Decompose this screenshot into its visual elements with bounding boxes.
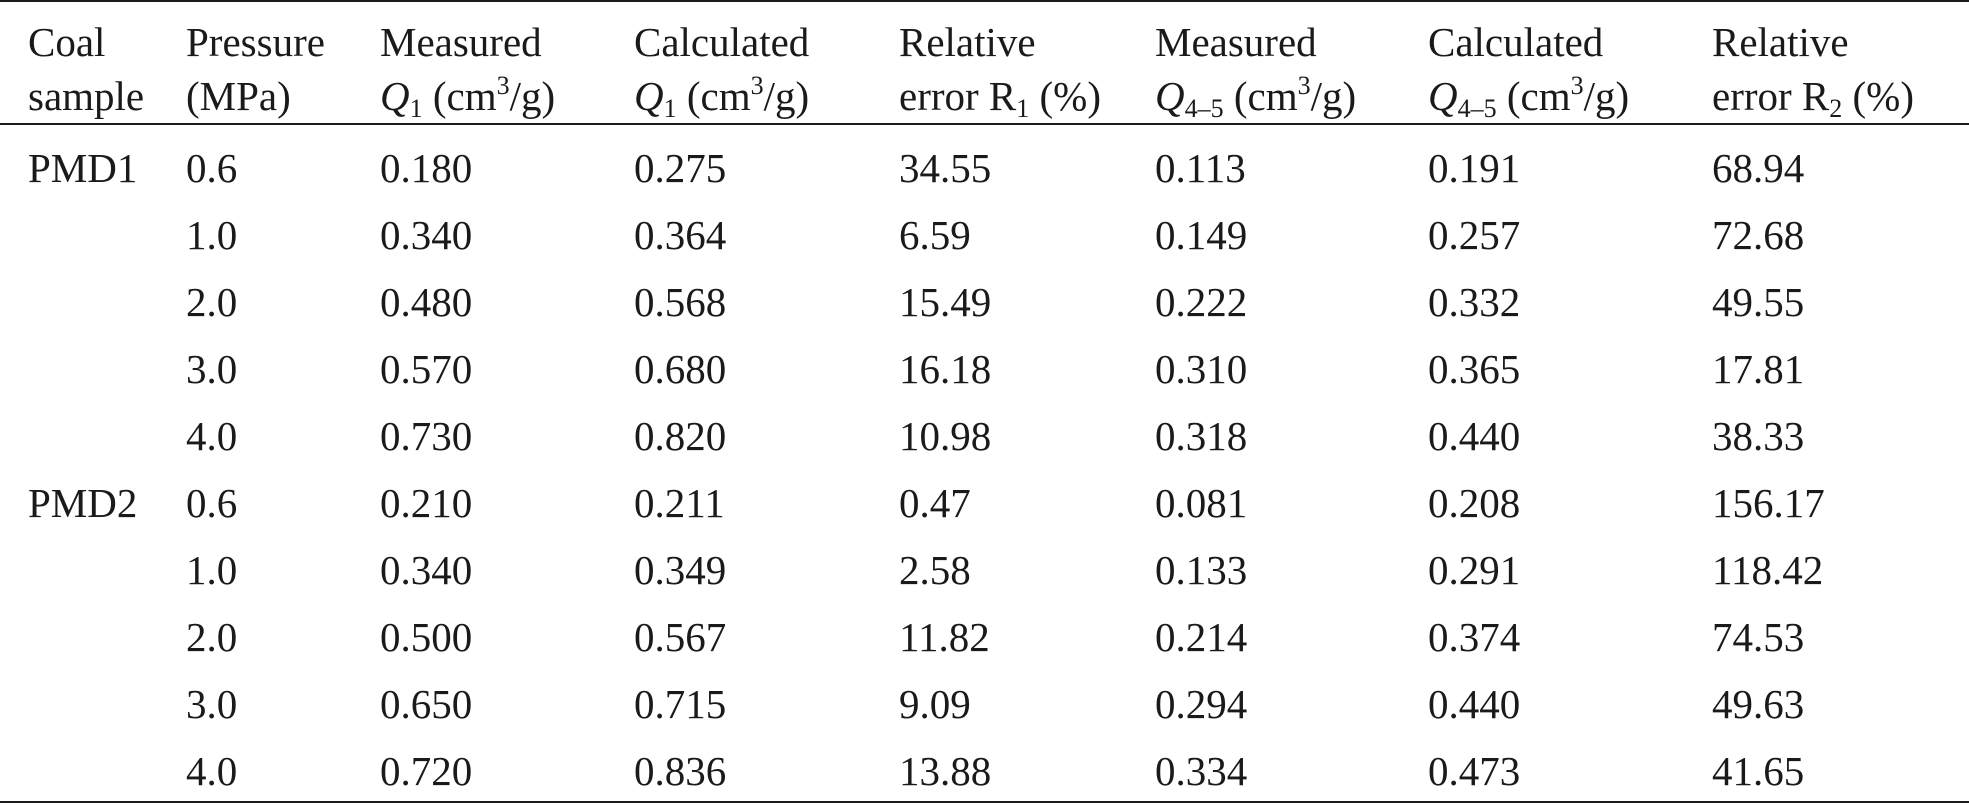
- cell-calculated-q1: 0.364: [634, 212, 727, 258]
- cell-calculated-q1: 0.211: [634, 480, 725, 526]
- cell-calculated-q1: 0.567: [634, 614, 727, 660]
- header-measured-q45-line2: Q4–5 (cm3/g): [1155, 71, 1357, 123]
- cell-pressure: 0.6: [186, 480, 238, 526]
- cell-relative-error-r1: 0.47: [899, 480, 971, 526]
- cell-measured-q45: 0.222: [1155, 279, 1248, 325]
- cell-measured-q1: 0.650: [380, 681, 473, 727]
- header-relative-error-r2-line2: error R2 (%): [1712, 73, 1914, 123]
- cell-relative-error-r1: 13.88: [899, 748, 992, 794]
- cell-calculated-q1: 0.836: [634, 748, 727, 794]
- cell-calculated-q45: 0.291: [1428, 547, 1521, 593]
- cell-measured-q45: 0.334: [1155, 748, 1248, 794]
- header-pressure-line1: Pressure: [186, 19, 325, 65]
- cell-relative-error-r2: 38.33: [1712, 413, 1805, 459]
- cell-calculated-q45: 0.374: [1428, 614, 1521, 660]
- cell-measured-q1: 0.340: [380, 212, 473, 258]
- cell-relative-error-r1: 11.82: [899, 614, 990, 660]
- table-bottom-rule: [0, 801, 1969, 803]
- cell-calculated-q1: 0.349: [634, 547, 727, 593]
- cell-calculated-q45: 0.191: [1428, 145, 1521, 191]
- cell-calculated-q45: 0.365: [1428, 346, 1521, 392]
- cell-relative-error-r2: 41.65: [1712, 748, 1805, 794]
- cell-calculated-q45: 0.473: [1428, 748, 1521, 794]
- header-calculated-q45-line1: Calculated: [1428, 19, 1604, 65]
- cell-pressure: 4.0: [186, 748, 238, 794]
- header-relative-error-r1-line1: Relative: [899, 19, 1036, 65]
- header-pressure-line2: (MPa): [186, 73, 291, 119]
- cell-relative-error-r2: 49.63: [1712, 681, 1805, 727]
- cell-pressure: 2.0: [186, 614, 238, 660]
- table-header-rule: [0, 123, 1969, 125]
- cell-pressure: 0.6: [186, 145, 238, 191]
- cell-measured-q45: 0.133: [1155, 547, 1248, 593]
- header-coal-sample-line2: sample: [28, 73, 145, 119]
- cell-measured-q1: 0.720: [380, 748, 473, 794]
- cell-measured-q45: 0.214: [1155, 614, 1248, 660]
- cell-pressure: 1.0: [186, 547, 238, 593]
- cell-calculated-q45: 0.208: [1428, 480, 1521, 526]
- cell-pressure: 1.0: [186, 212, 238, 258]
- cell-coal-sample: PMD1: [28, 145, 138, 191]
- cell-calculated-q45: 0.440: [1428, 413, 1521, 459]
- cell-pressure: 2.0: [186, 279, 238, 325]
- cell-relative-error-r2: 74.53: [1712, 614, 1805, 660]
- cell-calculated-q1: 0.820: [634, 413, 727, 459]
- header-measured-q45-line1: Measured: [1155, 19, 1317, 65]
- cell-measured-q45: 0.318: [1155, 413, 1248, 459]
- header-calculated-q1-line2: Q1 (cm3/g): [634, 71, 810, 123]
- cell-calculated-q1: 0.275: [634, 145, 727, 191]
- cell-measured-q1: 0.500: [380, 614, 473, 660]
- cell-calculated-q1: 0.680: [634, 346, 727, 392]
- cell-relative-error-r2: 68.94: [1712, 145, 1805, 191]
- cell-relative-error-r2: 17.81: [1712, 346, 1805, 392]
- cell-measured-q1: 0.480: [380, 279, 473, 325]
- header-coal-sample-line1: Coal: [28, 19, 106, 65]
- cell-calculated-q1: 0.715: [634, 681, 727, 727]
- cell-pressure: 4.0: [186, 413, 238, 459]
- header-relative-error-r1-line2: error R1 (%): [899, 73, 1101, 123]
- table-top-rule: [0, 0, 1969, 2]
- cell-measured-q45: 0.113: [1155, 145, 1246, 191]
- cell-measured-q45: 0.294: [1155, 681, 1248, 727]
- header-calculated-q45-line2: Q4–5 (cm3/g): [1428, 71, 1630, 123]
- cell-relative-error-r1: 10.98: [899, 413, 992, 459]
- cell-relative-error-r2: 118.42: [1712, 547, 1824, 593]
- cell-calculated-q1: 0.568: [634, 279, 727, 325]
- cell-measured-q45: 0.149: [1155, 212, 1248, 258]
- cell-pressure: 3.0: [186, 681, 238, 727]
- cell-calculated-q45: 0.332: [1428, 279, 1521, 325]
- cell-relative-error-r2: 72.68: [1712, 212, 1805, 258]
- cell-measured-q1: 0.210: [380, 480, 473, 526]
- cell-measured-q1: 0.730: [380, 413, 473, 459]
- cell-relative-error-r2: 49.55: [1712, 279, 1805, 325]
- cell-relative-error-r1: 6.59: [899, 212, 971, 258]
- header-relative-error-r2-line1: Relative: [1712, 19, 1849, 65]
- cell-pressure: 3.0: [186, 346, 238, 392]
- cell-measured-q45: 0.310: [1155, 346, 1248, 392]
- cell-relative-error-r1: 34.55: [899, 145, 992, 191]
- header-measured-q1-line1: Measured: [380, 19, 542, 65]
- cell-relative-error-r2: 156.17: [1712, 480, 1825, 526]
- cell-measured-q1: 0.180: [380, 145, 473, 191]
- cell-relative-error-r1: 15.49: [899, 279, 992, 325]
- header-calculated-q1-line1: Calculated: [634, 19, 810, 65]
- header-measured-q1-line2: Q1 (cm3/g): [380, 71, 556, 123]
- cell-coal-sample: PMD2: [28, 480, 138, 526]
- cell-measured-q1: 0.340: [380, 547, 473, 593]
- cell-relative-error-r1: 2.58: [899, 547, 971, 593]
- cell-relative-error-r1: 16.18: [899, 346, 992, 392]
- cell-calculated-q45: 0.440: [1428, 681, 1521, 727]
- cell-relative-error-r1: 9.09: [899, 681, 971, 727]
- cell-measured-q45: 0.081: [1155, 480, 1248, 526]
- cell-calculated-q45: 0.257: [1428, 212, 1521, 258]
- cell-measured-q1: 0.570: [380, 346, 473, 392]
